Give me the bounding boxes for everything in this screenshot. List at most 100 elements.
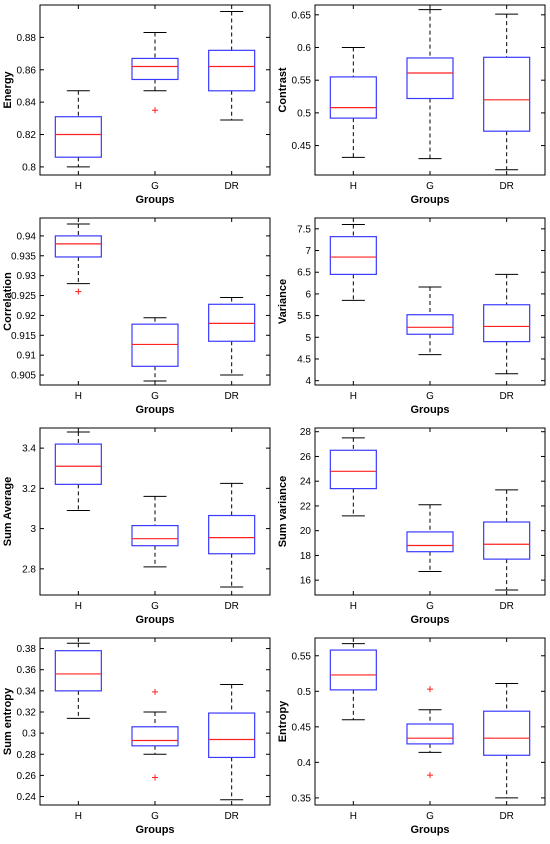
x-axis-label: Groups: [135, 824, 174, 836]
x-axis-label: Groups: [135, 404, 174, 416]
y-tick-label: 7: [305, 246, 311, 257]
y-axis-label: Entropy: [277, 700, 289, 742]
y-tick-label: 28: [300, 427, 312, 438]
box-H: [54, 431, 102, 511]
y-tick-label: 22: [300, 501, 312, 512]
y-axis-label: Energy: [2, 70, 14, 108]
y-tick-label: 0.91: [17, 351, 37, 362]
x-tick-label: DR: [224, 391, 238, 402]
y-tick-label: 5: [305, 333, 311, 344]
chart-panel-4: 4 4.5 5 5.5 6 6.5 7 7.5 H G DR Groups Variance: [277, 217, 546, 416]
outlier-marker: [75, 288, 82, 295]
box-G: [131, 32, 179, 114]
outlier-marker: [427, 686, 433, 693]
iqr-box: [329, 76, 377, 119]
axes-frame: [314, 427, 546, 596]
box-G: [131, 688, 179, 781]
y-tick-label: 0.4: [297, 758, 311, 769]
x-tick-label: H: [350, 391, 357, 402]
y-tick-label: 4.5: [297, 354, 311, 365]
y-tick-label: 0.45: [292, 722, 312, 733]
iqr-box: [131, 57, 179, 81]
y-axis-label: Variance: [277, 279, 289, 324]
y-axis-label: Sum Average: [2, 477, 14, 547]
x-tick-label: DR: [224, 181, 238, 192]
axes-frame: [39, 217, 271, 386]
y-tick-label: 0.5: [297, 108, 311, 119]
chart-panel-5: 2.8 3 3.2 3.4 H G DR Groups Sum Average: [2, 427, 271, 626]
box-G: [406, 286, 454, 356]
x-tick-label: G: [151, 391, 159, 402]
chart-panel-8: 0.35 0.4 0.45 0.5 0.55 H G DR Groups Entropy: [277, 637, 546, 836]
chart-panel-3: 0.905 0.91 0.915 0.92 0.925 0.93 0.935 0.94 H G DR…: [2, 217, 271, 416]
iqr-box: [208, 514, 256, 555]
y-tick-label: 6: [305, 289, 311, 300]
iqr-box: [54, 235, 102, 258]
box-H: [54, 223, 102, 295]
x-tick-label: G: [426, 391, 434, 402]
y-tick-label: 0.925: [11, 291, 36, 302]
box-DR: [208, 297, 256, 376]
box-DR: [483, 682, 531, 799]
x-tick-label: H: [350, 181, 357, 192]
y-tick-label: 0.88: [17, 33, 37, 44]
y-tick-label: 0.82: [17, 130, 37, 141]
x-tick-label: G: [426, 181, 434, 192]
outlier-marker: [152, 774, 158, 781]
y-tick-label: 0.32: [17, 707, 37, 718]
y-tick-label: 0.55: [292, 651, 312, 662]
x-tick-label: H: [75, 811, 82, 822]
box-DR: [208, 10, 256, 121]
x-tick-label: G: [151, 811, 159, 822]
chart-panel-1: 0.8 0.82 0.84 0.86 0.88 H G DR Groups Energy: [2, 4, 271, 206]
iqr-box: [208, 49, 256, 92]
iqr-box: [406, 57, 454, 100]
box-DR: [483, 13, 531, 171]
x-tick-label: DR: [224, 811, 238, 822]
y-tick-label: 0.35: [292, 793, 312, 804]
box-H: [329, 224, 377, 301]
y-tick-label: 3: [30, 524, 36, 535]
box-DR: [483, 489, 531, 591]
y-tick-label: 0.92: [17, 311, 37, 322]
box-DR: [483, 273, 531, 375]
iqr-box: [131, 726, 179, 747]
x-tick-label: G: [151, 601, 159, 612]
y-tick-label: 0.28: [17, 750, 37, 761]
y-tick-label: 20: [300, 526, 312, 537]
x-axis-label: Groups: [135, 194, 174, 206]
iqr-box: [329, 449, 377, 490]
y-axis-label: Sum entropy: [2, 687, 14, 755]
y-tick-label: 0.915: [11, 331, 36, 342]
iqr-box: [131, 524, 179, 547]
chart-panel-2: 0.45 0.5 0.55 0.6 0.65 H G DR Groups Contrast: [277, 4, 546, 206]
x-tick-label: G: [426, 811, 434, 822]
iqr-box: [406, 723, 454, 745]
iqr-box: [131, 323, 179, 367]
iqr-box: [54, 116, 102, 158]
box-DR: [208, 482, 256, 588]
x-tick-label: DR: [499, 181, 513, 192]
y-tick-label: 0.36: [17, 665, 37, 676]
y-tick-label: 0.55: [292, 76, 312, 87]
x-tick-label: H: [75, 391, 82, 402]
outlier-marker: [152, 107, 158, 114]
box-G: [406, 504, 454, 572]
y-tick-label: 6.5: [297, 268, 311, 279]
y-tick-label: 0.45: [292, 141, 312, 152]
y-axis-label: Contrast: [277, 67, 289, 113]
box-G: [131, 495, 179, 568]
outlier-marker: [427, 772, 433, 779]
y-tick-label: 0.24: [17, 792, 37, 803]
box-H: [329, 643, 377, 721]
iqr-box: [406, 314, 454, 335]
x-tick-label: H: [75, 601, 82, 612]
x-tick-label: G: [151, 181, 159, 192]
x-axis-label: Groups: [135, 614, 174, 626]
outlier-marker: [152, 688, 158, 695]
box-G: [131, 317, 179, 382]
x-tick-label: DR: [499, 601, 513, 612]
y-tick-label: 5.5: [297, 311, 311, 322]
y-tick-label: 3.2: [22, 484, 36, 495]
iqr-box: [329, 649, 377, 691]
